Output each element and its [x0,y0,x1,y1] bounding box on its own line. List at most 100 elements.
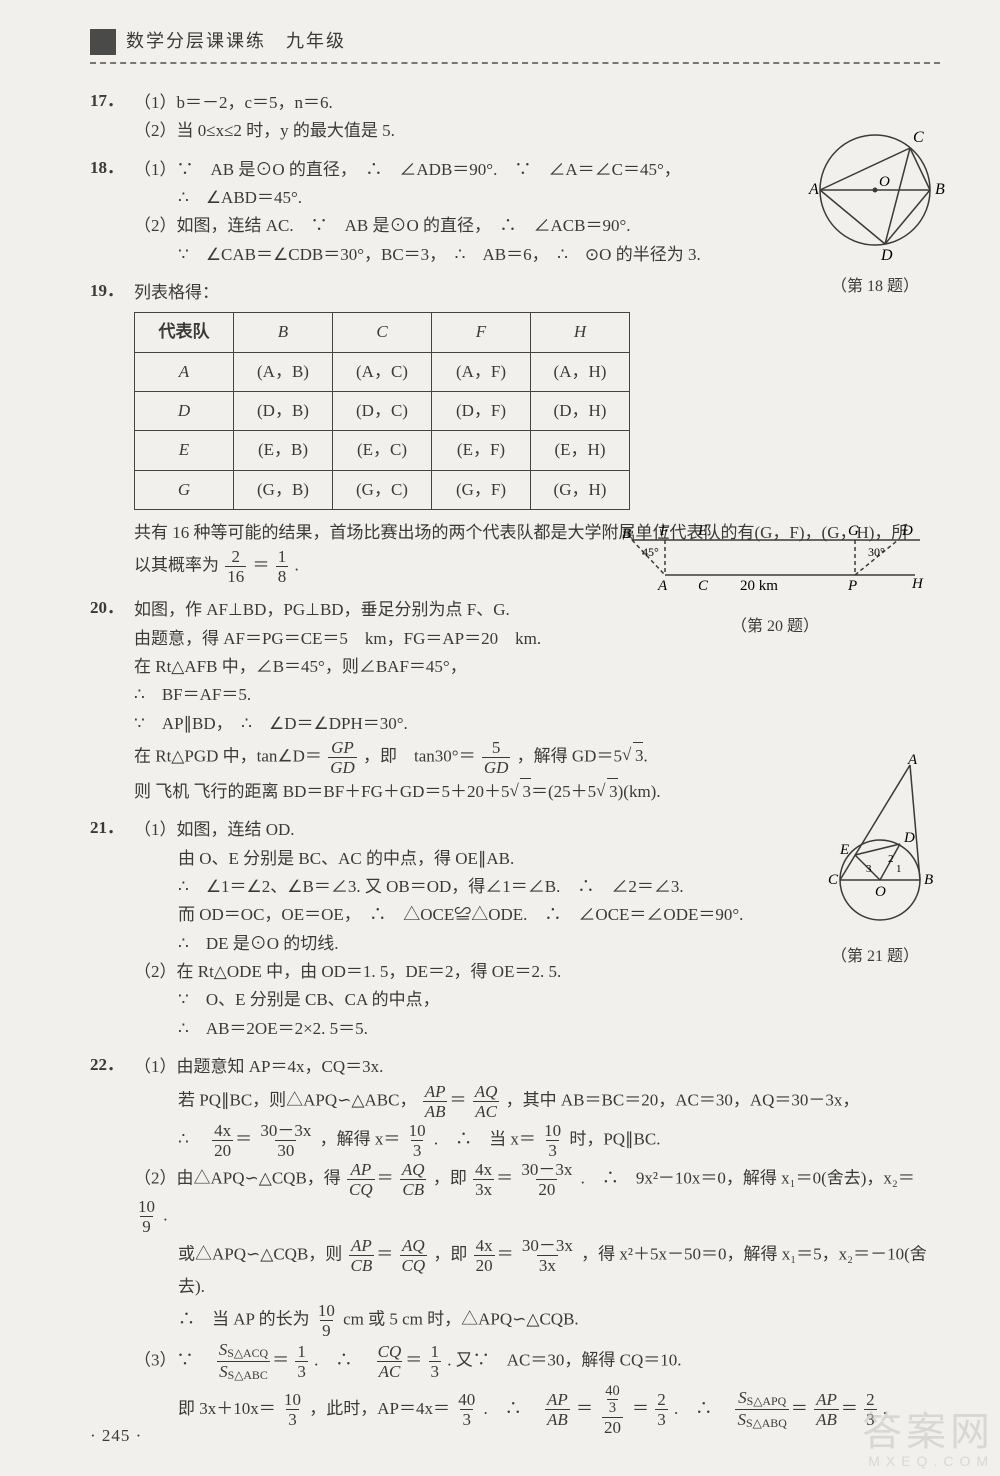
text-line: （1）b＝－2，c＝5，n＝6. [134,90,940,116]
text-line: （1）∵ AB 是⊙O 的直径， ∴ ∠ADB＝90°. ∵ ∠A＝∠C＝45°… [134,157,750,183]
probability-table: 代表队 B C F H A (A，B) (A，C) (A，F) (A，H) D … [134,312,630,510]
figure-20-svg: B F E G D A C P H 45° 30° 20 km [620,520,930,600]
svg-text:D: D [903,830,915,846]
text-line: （2）在 Rt△ODE 中，由 OD＝1. 5，DE＝2，得 OE＝2. 5. [134,959,760,985]
text-span: . [295,556,299,575]
fraction: 109 [316,1302,337,1339]
page-header: 数学分层课课练 九年级 [90,28,940,56]
fraction: 23 [655,1391,668,1428]
text-span: ，即 [433,1168,467,1187]
text-span: （2）由△APQ∽△CQB，得 [134,1168,341,1187]
fraction: AQCB [400,1161,427,1198]
svg-text:H: H [911,576,924,592]
fraction: 403 20 [599,1384,625,1436]
svg-text:A: A [808,181,819,198]
figure-18-caption: （第 18 题） [790,275,960,300]
svg-text:A: A [907,752,918,768]
text-line: ∵ AP∥BD， ∴ ∠D＝∠DPH＝30°. [134,711,940,737]
svg-text:B: B [935,181,945,198]
text-span: . ∴ [314,1350,369,1369]
table-cell: (G，H) [531,470,630,509]
fraction: 13 [429,1343,442,1380]
table-cell: (D，C) [333,391,432,430]
fraction: 4x20 [212,1122,233,1159]
problem-number: 17． [90,88,134,114]
header-divider [90,62,940,64]
table-cell: (D，F) [432,391,531,430]
svg-text:30°: 30° [868,545,885,559]
problem-22: 22． （1）由题意知 AP＝4x，CQ＝3x. 若 PQ∥BC，则△APQ∽△… [90,1052,940,1437]
figure-21-caption: （第 21 题） [790,945,960,970]
table-cell: (G，C) [333,470,432,509]
text-span: . 又∵ AC＝30，解得 CQ＝10. [447,1350,681,1369]
book-title: 数学分层课课练 九年级 [126,28,346,56]
svg-text:45°: 45° [642,545,659,559]
figure-21: A B C D E O 1 2 3 （第 21 题） [790,750,960,970]
svg-text:1: 1 [896,863,902,875]
fraction: APCB [349,1237,375,1274]
sqrt: 3 [633,742,644,769]
page: 数学分层课课练 九年级 A B C D O （第 18 题） [0,0,1000,1476]
svg-text:2: 2 [888,853,894,865]
table-row: A (A，B) (A，C) (A，F) (A，H) [135,352,630,391]
text-span: ，即 tan30°＝ [363,746,476,765]
text-line: 即 3x＋10x＝ 103 ，此时，AP＝4x＝ 403 . ∴ APAB ＝ … [134,1384,940,1436]
svg-text:P: P [847,578,857,594]
text-span: ，此时，AP＝4x＝ [309,1399,450,1418]
fraction: 18 [276,548,289,585]
text-span: 在 Rt△PGD 中，tan∠D＝ [134,746,322,765]
fraction: 103 [542,1122,563,1159]
text-line: （3）∵ SS△ACQSS△ABC＝ 13 . ∴ CQAC＝ 13 . 又∵ … [134,1341,940,1382]
table-cell: (D，H) [531,391,630,430]
text-span: . [643,746,647,765]
problem-number: 22． [90,1052,134,1078]
table-header: F [432,313,531,352]
text-line: （1）如图，连结 OD. [134,817,760,843]
figure-18-svg: A B C D O [795,120,955,260]
text-span: 以其概率为 [134,556,219,575]
table-row: G (G，B) (G，C) (G，F) (G，H) [135,470,630,509]
text-span: cm 或 5 cm 时，△APQ∽△CQB. [343,1309,579,1328]
text-span: 或△APQ∽△CQB，则 [178,1244,342,1263]
svg-text:C: C [828,872,839,888]
table-cell: D [135,391,234,430]
table-header: 代表队 [135,313,234,352]
figure-18: A B C D O （第 18 题） [790,120,960,300]
text-line: ∴ DE 是⊙O 的切线. [134,931,760,957]
table-cell: E [135,431,234,470]
problem-number: 19． [90,278,134,304]
text-span: )(km). [618,782,661,801]
fraction: 30－3x3x [520,1237,575,1274]
text-span: ＝ [576,1399,593,1418]
problem-number: 20． [90,595,134,621]
fraction: APCQ [347,1161,375,1198]
text-line: 由 O、E 分别是 BC、AC 的中点，得 OE∥AB. [134,846,760,872]
fraction: APAB [423,1083,448,1120]
figure-20-caption: （第 20 题） [620,615,930,640]
text-span: （3）∵ [134,1350,211,1369]
text-span: ，解得 x＝ [320,1129,401,1148]
table-row: D (D，B) (D，C) (D，F) (D，H) [135,391,630,430]
table-cell: (E，C) [333,431,432,470]
fraction: AQCQ [400,1237,428,1274]
fraction: 23 [864,1391,877,1428]
text-span: ＝ [632,1399,649,1418]
fraction: 5GD [482,739,511,776]
text-line: （1）由题意知 AP＝4x，CQ＝3x. [134,1054,940,1080]
table-cell: (A，H) [531,352,630,391]
fraction: 103 [407,1122,428,1159]
table-cell: (E，H) [531,431,630,470]
text-line: ∴ 当 AP 的长为 109 cm 或 5 cm 时，△APQ∽△CQB. [134,1302,940,1339]
fraction: 403 [456,1391,477,1428]
fraction: 103 [282,1391,303,1428]
svg-text:20 km: 20 km [740,578,778,594]
svg-text:B: B [622,526,631,542]
figure-20: B F E G D A C P H 45° 30° 20 km （第 20 题） [620,520,930,640]
fraction: AQAC [473,1083,500,1120]
svg-text:O: O [875,884,886,900]
svg-text:F: F [659,523,670,539]
svg-text:D: D [880,247,893,260]
svg-text:B: B [924,872,933,888]
problem-number: 21． [90,815,134,841]
text-line: 若 PQ∥BC，则△APQ∽△ABC， APAB＝ AQAC ，其中 AB＝BC… [134,1083,940,1120]
